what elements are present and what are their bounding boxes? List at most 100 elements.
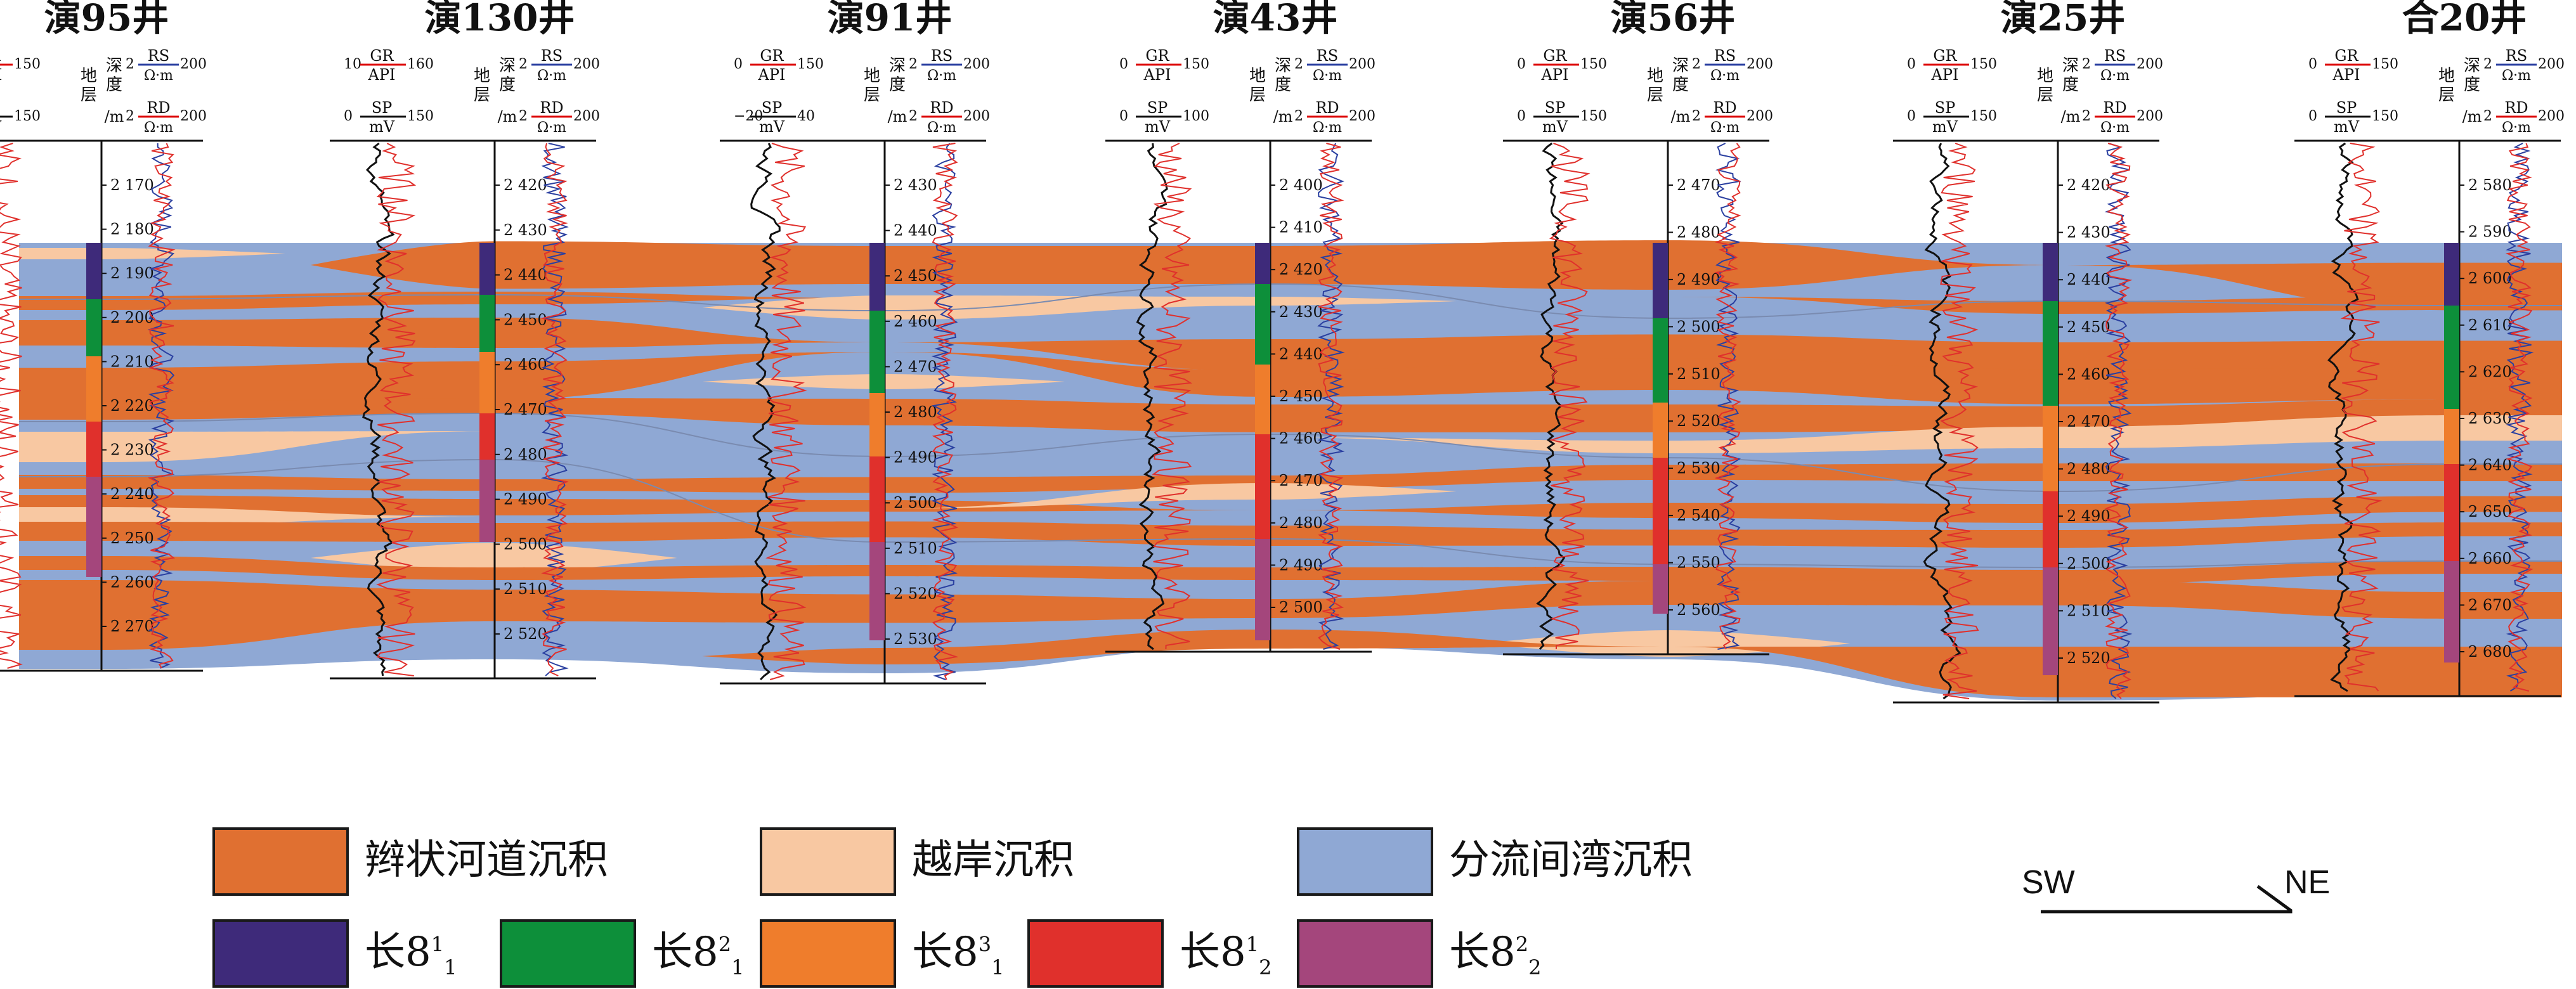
legend-chang8-1-1-swatch [212, 919, 349, 988]
sp-label: SP [372, 99, 393, 117]
rd-max: 200 [180, 108, 207, 124]
rd-label: RD [1315, 99, 1339, 117]
strata-col-label-2: 层 [864, 86, 880, 105]
well-name: 演43井 [1213, 0, 1338, 39]
strata-unit-0 [86, 243, 101, 299]
gr-max: 150 [1183, 56, 1209, 72]
depth-label: 2 460 [1279, 430, 1323, 448]
depth-label: 2 200 [110, 309, 154, 326]
braided-channel-sand-2 [19, 292, 2562, 314]
depth-label: 2 670 [2468, 596, 2512, 614]
depth-label: 2 440 [504, 266, 547, 284]
depth-label: 2 560 [1677, 601, 1721, 619]
depth-label: 2 520 [2067, 649, 2111, 667]
legend-chang8-1-2-swatch [1027, 919, 1164, 988]
sp-curve [2327, 142, 2359, 692]
rd-curve [1318, 143, 1344, 650]
gr-curve [1152, 143, 1193, 650]
gr-min: 0 [1907, 56, 1916, 72]
strata-unit-3 [1255, 434, 1270, 539]
legend-chang8-2-1-swatch [500, 919, 636, 988]
strata-col-label-2: 层 [1249, 86, 1266, 105]
rd-unit: Ω·m [1710, 120, 1740, 136]
strata-unit-1 [869, 311, 885, 393]
rd-label: RD [1713, 99, 1736, 117]
strata-unit-1 [1255, 284, 1270, 365]
gr-curve [2340, 143, 2383, 692]
strata-unit-0 [479, 243, 495, 295]
sp-min: 0 [1907, 108, 1916, 124]
legend-overbank-label: 越岸沉积 [912, 837, 1074, 884]
rs-unit: Ω·m [1710, 68, 1740, 84]
rs-max: 200 [1747, 56, 1773, 72]
strata-unit-0 [1255, 243, 1270, 284]
depth-label: 2 270 [110, 617, 154, 635]
depth-label: 2 550 [1677, 554, 1721, 572]
well-name: 演95井 [44, 0, 169, 39]
depth-label: 2 410 [1279, 219, 1323, 236]
legend-interdistributary-bay-label: 分流间湾沉积 [1449, 837, 1693, 884]
gr-label: GR [1543, 47, 1567, 65]
depth-label: 2 520 [894, 585, 937, 602]
depth-label: 2 420 [1279, 261, 1323, 278]
strata-unit-0 [1653, 243, 1668, 318]
strata-unit-2 [1255, 365, 1270, 434]
rs-unit: Ω·m [144, 68, 173, 84]
depth-label: 2 510 [1677, 365, 1721, 383]
rs-unit: Ω·m [537, 68, 566, 84]
rs-label: RS [1317, 47, 1339, 65]
depth-label: 2 500 [1677, 318, 1721, 335]
sp-label: SP [1545, 99, 1566, 117]
strata-col-label-2: 层 [2037, 86, 2053, 105]
sp-max: 150 [14, 108, 41, 124]
legend-chang8-1-1-label: 长811 [365, 929, 457, 979]
strata-unit-3 [479, 413, 495, 460]
depth-label: 2 500 [1279, 598, 1323, 616]
strata-col-label-2: 层 [1647, 86, 1663, 105]
depth-col-label: 深 [499, 56, 516, 75]
depth-label: 2 650 [2468, 503, 2512, 520]
depth-label: 2 500 [894, 494, 937, 512]
depth-unit: /m [498, 108, 517, 126]
gr-unit: API [1931, 66, 1959, 84]
depth-label: 2 620 [2468, 363, 2512, 380]
depth-label: 2 610 [2468, 316, 2512, 334]
depth-label: 2 510 [894, 540, 937, 557]
legend-chang8-2-2-swatch [1297, 919, 1433, 988]
strata-unit-1 [86, 299, 101, 356]
strata-unit-4 [869, 542, 885, 640]
rs-label: RS [931, 47, 953, 65]
depth-label: 2 470 [1279, 472, 1323, 489]
depth-label: 2 510 [504, 580, 547, 598]
braided-channel-sand-15 [19, 580, 2562, 650]
depth-label: 2 530 [894, 630, 937, 648]
rs-label: RS [1714, 47, 1736, 65]
gr-curve [765, 143, 807, 680]
depth-label: 2 470 [2067, 413, 2111, 430]
rs-unit: Ω·m [1313, 68, 1342, 84]
depth-label: 2 510 [2067, 602, 2111, 619]
rd-min: 2 [1692, 108, 1701, 124]
gr-unit: API [368, 66, 396, 84]
rd-min: 2 [126, 108, 134, 124]
well-correlation-section: 演95井0GRAPI1500SPmV150地层深度/m2RSΩ·m2002RDΩ… [0, 0, 2565, 704]
depth-label: 2 420 [504, 176, 547, 194]
rd-min: 2 [1294, 108, 1303, 124]
strata-unit-1 [479, 295, 495, 352]
gr-max: 160 [407, 56, 434, 72]
rd-curve [147, 143, 176, 669]
legend-braided-channel: 辫状河道沉积 [212, 827, 783, 897]
strata-unit-2 [2043, 406, 2058, 491]
depth-unit: /m [1273, 108, 1293, 126]
strata-unit-3 [2043, 491, 2058, 567]
rd-max: 200 [573, 108, 600, 124]
depth-label: 2 520 [1677, 412, 1721, 430]
braided-channel-sand-9 [19, 463, 2562, 493]
depth-label: 2 450 [2067, 318, 2111, 336]
rs-label: RS [148, 47, 170, 65]
gr-unit: API [0, 66, 2, 84]
